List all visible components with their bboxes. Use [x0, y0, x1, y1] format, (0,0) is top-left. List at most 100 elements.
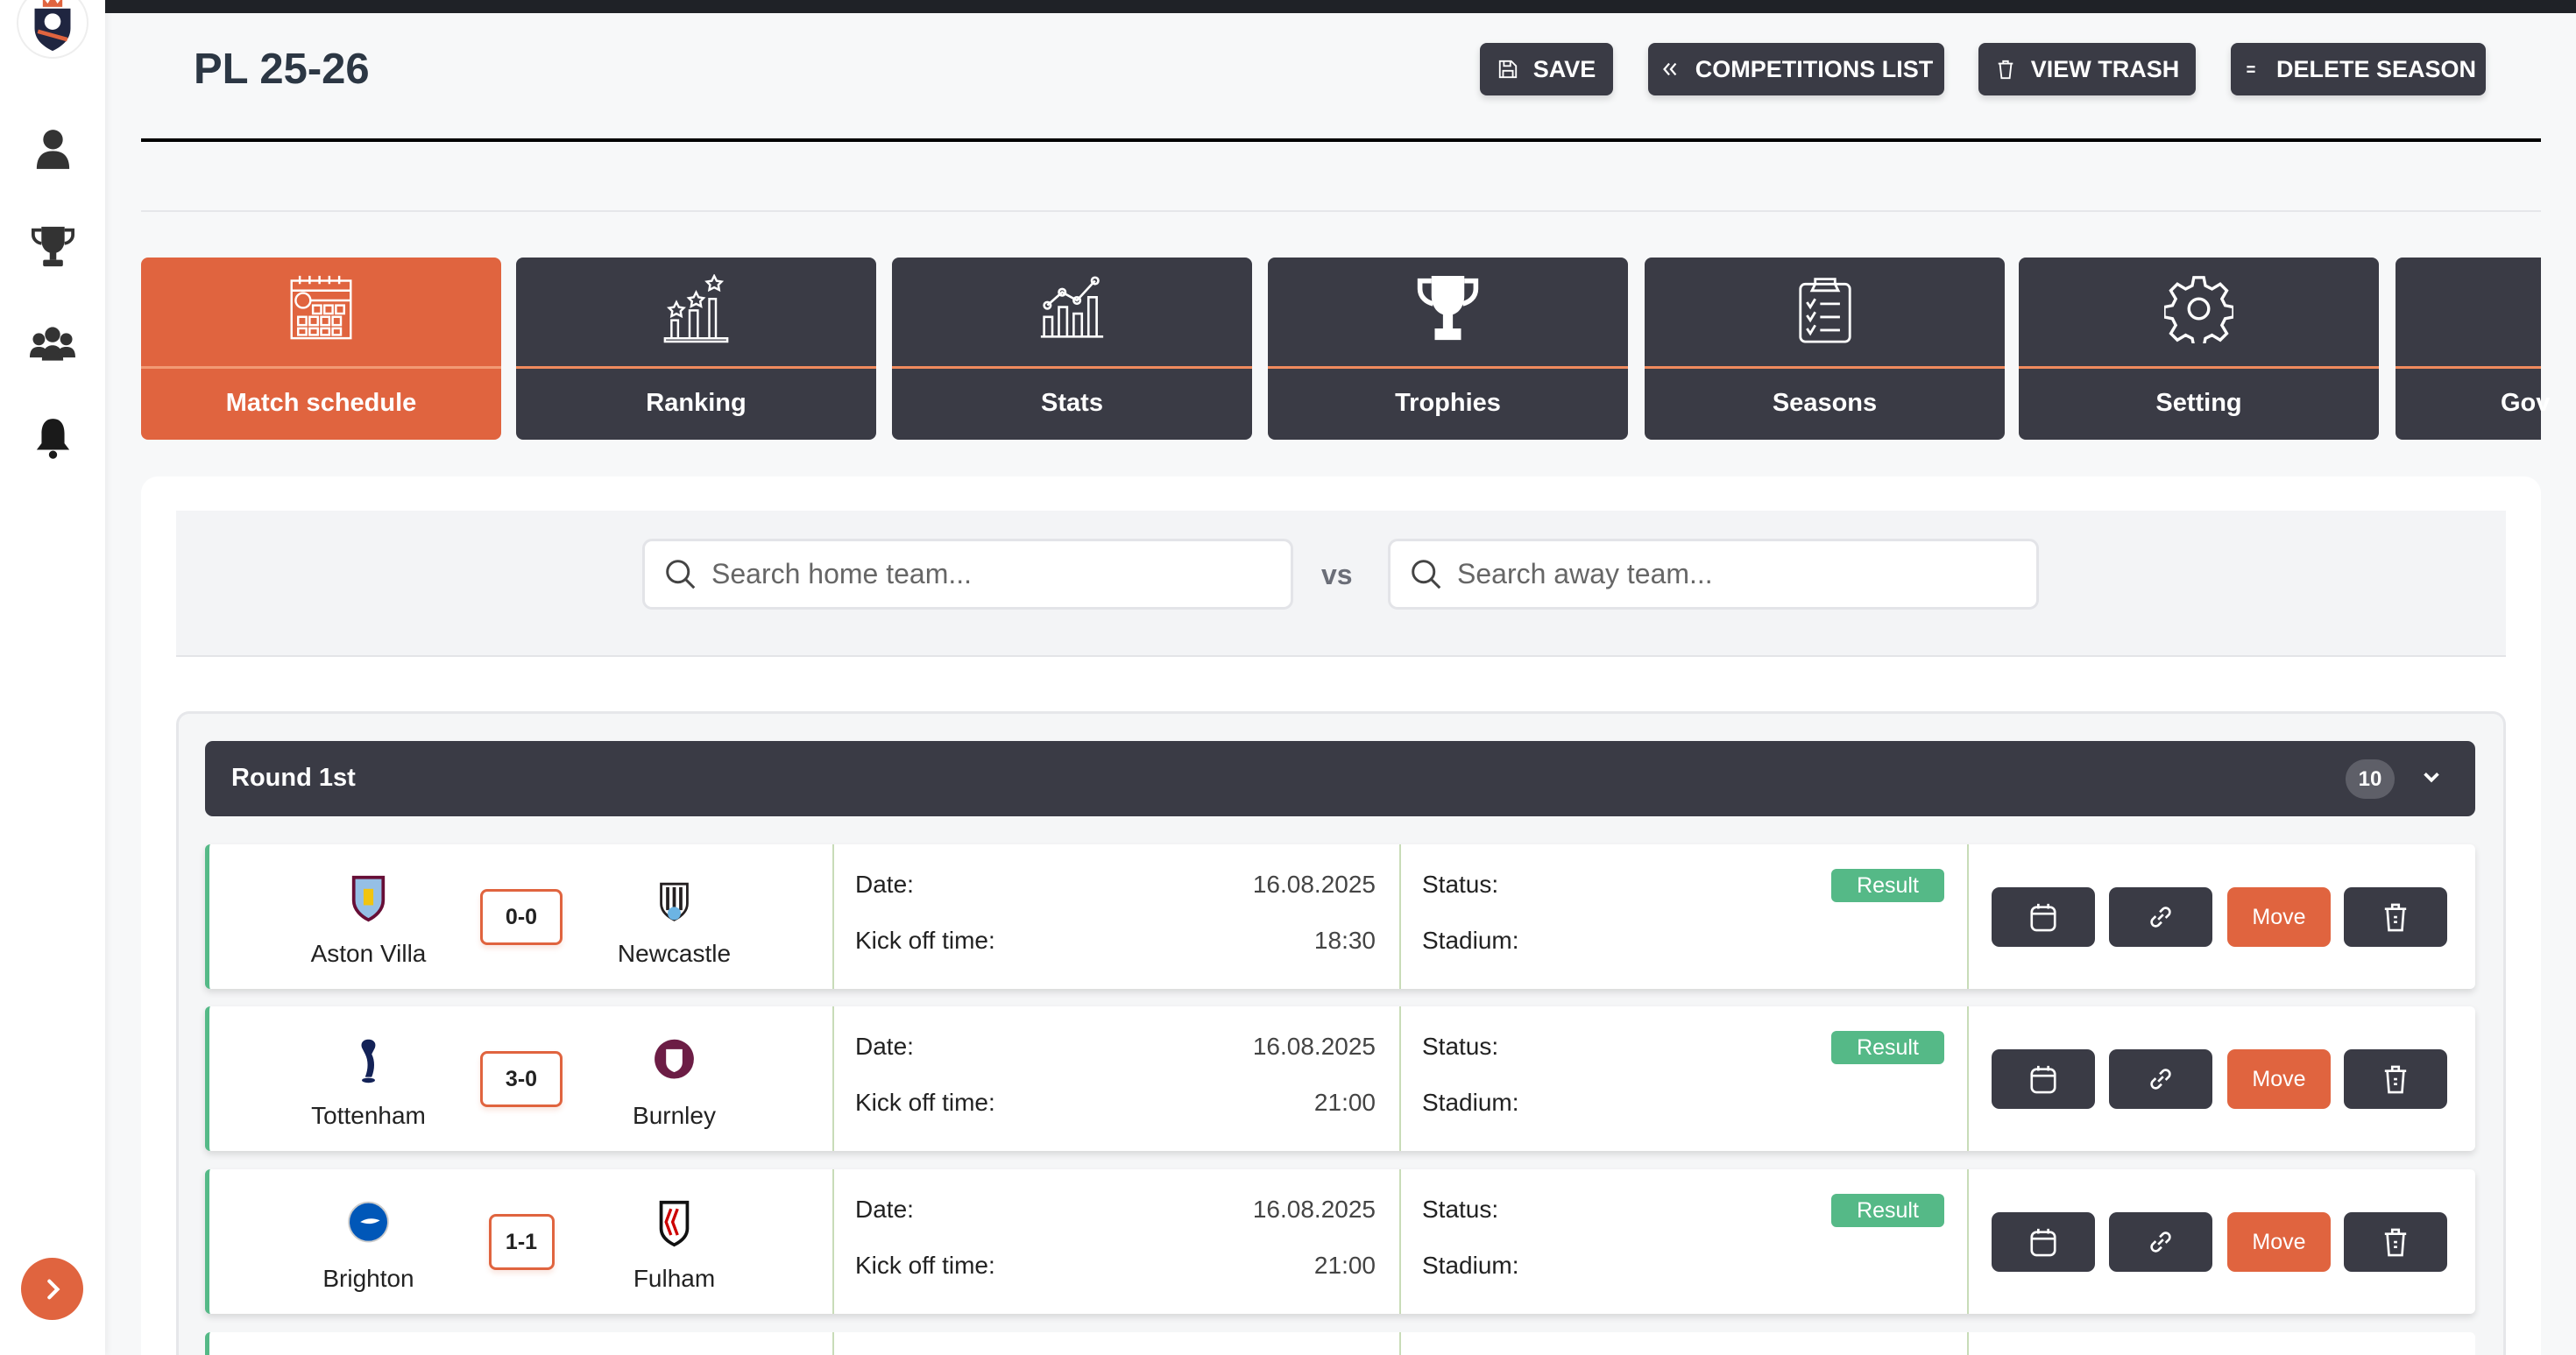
tab-match-schedule[interactable]: Match schedule [141, 258, 501, 440]
date-value: 16.08.2025 [1252, 1033, 1376, 1060]
away-team[interactable]: Burnley [576, 1006, 773, 1130]
home-team-crest-icon [348, 1201, 389, 1243]
move-button[interactable]: Move [2227, 1212, 2331, 1272]
save-button[interactable]: SAVE [1480, 43, 1613, 95]
tab-label: Seasons [1772, 389, 1878, 417]
schedule-button[interactable] [1992, 1212, 2095, 1272]
header-divider [141, 138, 2541, 142]
bell-icon[interactable] [30, 415, 75, 461]
tab-stats[interactable]: Stats [892, 258, 1252, 440]
save-label: SAVE [1532, 55, 1596, 82]
trash-icon [2384, 903, 2407, 932]
move-button[interactable]: Move [2227, 887, 2331, 947]
match-row: Tottenham 3-0 Burnley Date: 16.08.2025 K… [205, 1006, 2475, 1151]
match-row: Brighton 1-1 Fulham Date: 16.08.2025 Kic… [205, 1169, 2475, 1314]
delete-season-button[interactable]: DELETE SEASON [2231, 43, 2486, 95]
home-team[interactable]: Aston Villa [270, 844, 467, 968]
kickoff-value: 18:30 [1313, 927, 1376, 954]
home-team-name: Tottenham [311, 1102, 426, 1129]
tab-trophies[interactable]: Trophies [1268, 258, 1628, 440]
link-icon [2150, 1231, 2171, 1253]
away-team-crest-icon [660, 882, 689, 921]
tab-seasons[interactable]: Seasons [1645, 258, 2005, 440]
ranking-icon [663, 274, 729, 343]
home-team-search[interactable] [642, 539, 1293, 610]
search-bar [176, 511, 2506, 657]
tab-gov[interactable]: Gov [2396, 258, 2551, 440]
home-team-search-input[interactable] [711, 558, 1272, 590]
competitions-list-button[interactable]: COMPETITIONS LIST [1648, 43, 1944, 95]
away-team[interactable]: Newcastle [576, 844, 773, 968]
view-trash-button[interactable]: VIEW TRASH [1978, 43, 2196, 95]
score-box[interactable]: 1-1 [488, 1214, 555, 1270]
score-box[interactable]: 3-0 [480, 1051, 563, 1107]
delete-match-button[interactable] [2344, 887, 2447, 947]
date-value: 16.08.2025 [1252, 871, 1376, 898]
chevron-down-icon[interactable] [2420, 766, 2443, 788]
round-header[interactable]: Round 1st 10 [205, 741, 2475, 816]
column-divider [1399, 1006, 1401, 1151]
date-label: Date: [855, 1033, 914, 1060]
home-team[interactable]: Brighton [270, 1169, 467, 1293]
stadium-label: Stadium: [1422, 1089, 1519, 1116]
status-label: Status: [1422, 871, 1499, 898]
schedule-button[interactable] [1992, 1049, 2095, 1109]
tab-label: Ranking [646, 389, 747, 417]
home-team-crest-icon [351, 875, 386, 922]
stadium-label: Stadium: [1422, 1252, 1519, 1279]
link-button[interactable] [2109, 887, 2212, 947]
calendar-icon [2030, 1228, 2056, 1257]
tab-label: Trophies [1395, 389, 1501, 417]
match-row [205, 1332, 2475, 1355]
date-value: 16.08.2025 [1252, 1196, 1376, 1223]
expand-sidebar-button[interactable] [21, 1258, 83, 1320]
tab-setting[interactable]: Setting [2019, 258, 2379, 440]
date-label: Date: [855, 1196, 914, 1223]
stadium-label: Stadium: [1422, 927, 1519, 954]
tab-label: Gov [2501, 389, 2551, 417]
gear-icon [2164, 276, 2233, 343]
column-divider [1399, 1169, 1401, 1314]
status-badge: Result [1831, 1194, 1944, 1227]
column-divider [1967, 1332, 1969, 1355]
tab-ranking[interactable]: Ranking [516, 258, 876, 440]
link-icon [2150, 907, 2171, 928]
column-divider [1399, 1332, 1401, 1355]
link-button[interactable] [2109, 1049, 2212, 1109]
move-button[interactable]: Move [2227, 1049, 2331, 1109]
trophy-icon[interactable] [30, 223, 75, 269]
home-team[interactable]: Tottenham [270, 1006, 467, 1130]
section-divider [141, 210, 2541, 212]
column-divider [1399, 844, 1401, 989]
status-label: Status: [1422, 1196, 1499, 1223]
column-divider [832, 844, 834, 989]
away-team-name: Fulham [633, 1265, 716, 1292]
away-team-search-input[interactable] [1457, 558, 2018, 590]
delete-match-button[interactable] [2344, 1212, 2447, 1272]
trash-icon [2384, 1065, 2407, 1094]
column-divider [832, 1169, 834, 1314]
away-team-crest-icon [655, 1039, 694, 1079]
away-team[interactable]: Fulham [576, 1169, 773, 1293]
score-box[interactable]: 0-0 [480, 889, 563, 945]
away-team-name: Newcastle [617, 940, 732, 967]
calendar-icon [2030, 1065, 2056, 1094]
equals-icon [2247, 66, 2255, 73]
home-team-name: Brighton [322, 1265, 414, 1292]
away-team-search[interactable] [1388, 539, 2039, 610]
delete-match-button[interactable] [2344, 1049, 2447, 1109]
delete-season-label: DELETE SEASON [2275, 55, 2477, 82]
column-divider [832, 1006, 834, 1151]
app-logo[interactable] [17, 0, 88, 59]
schedule-button[interactable] [1992, 887, 2095, 947]
view-trash-label: VIEW TRASH [2030, 55, 2180, 82]
match-row: Aston Villa 0-0 Newcastle Date: 16.08.20… [205, 844, 2475, 989]
link-button[interactable] [2109, 1212, 2212, 1272]
users-group-icon[interactable] [30, 321, 75, 366]
round-title: Round 1st [231, 764, 356, 792]
trophy-icon [1417, 276, 1479, 341]
user-icon[interactable] [30, 126, 75, 172]
tab-label: Setting [2155, 389, 2242, 417]
clipboard-icon [1798, 278, 1851, 343]
link-icon [2150, 1069, 2171, 1090]
